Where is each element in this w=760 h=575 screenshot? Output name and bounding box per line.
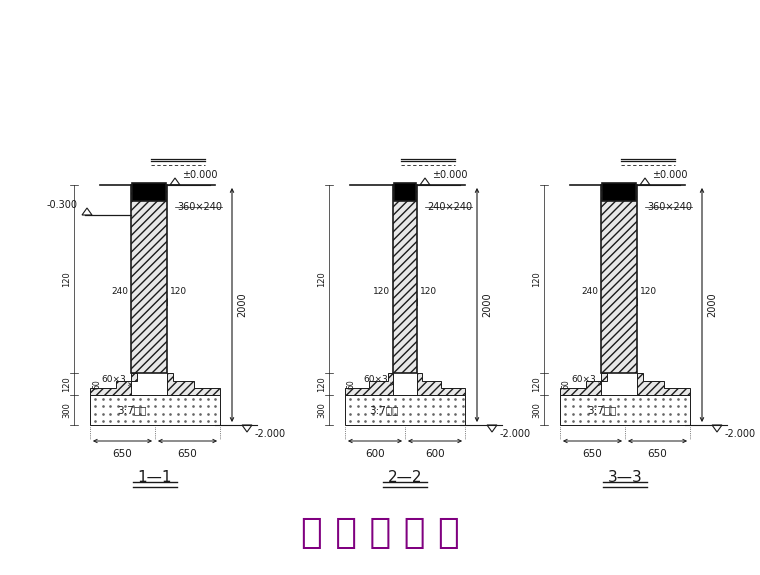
Text: 60×3: 60×3 (101, 375, 126, 384)
Polygon shape (90, 373, 137, 395)
Text: 3:7灰土: 3:7灰土 (587, 405, 617, 415)
Polygon shape (417, 373, 465, 395)
Bar (394, 183, 416, 201)
Text: 120: 120 (420, 287, 437, 296)
Bar (345, 395, 465, 425)
Polygon shape (637, 373, 690, 395)
Text: ±0.000: ±0.000 (182, 170, 217, 180)
Text: 1—1: 1—1 (138, 470, 173, 485)
Text: ±0.000: ±0.000 (432, 170, 467, 180)
Text: 3:7灰土: 3:7灰土 (118, 405, 147, 415)
Text: 2000: 2000 (237, 293, 247, 317)
Text: 120: 120 (170, 287, 187, 296)
Text: -0.300: -0.300 (47, 200, 78, 210)
Text: 60: 60 (92, 380, 101, 389)
Text: 120: 120 (373, 287, 390, 296)
Text: 300: 300 (318, 402, 327, 418)
Text: 2000: 2000 (482, 293, 492, 317)
Text: 60: 60 (347, 380, 356, 389)
Text: -2.000: -2.000 (725, 429, 756, 439)
Text: 360×240: 360×240 (647, 202, 692, 212)
Text: 120: 120 (318, 376, 327, 392)
Bar (132, 183, 166, 201)
Bar (131, 185, 167, 373)
Text: 240: 240 (581, 287, 598, 296)
Bar (560, 395, 690, 425)
Text: 650: 650 (178, 449, 198, 459)
Text: 600: 600 (366, 449, 385, 459)
Text: 120: 120 (640, 287, 657, 296)
Text: 300: 300 (533, 402, 541, 418)
Text: -2.000: -2.000 (500, 429, 531, 439)
Text: 240: 240 (111, 287, 128, 296)
Bar (601, 185, 637, 373)
Text: 650: 650 (583, 449, 603, 459)
Bar (602, 183, 636, 201)
Text: 120: 120 (533, 271, 541, 287)
Text: 240×240: 240×240 (427, 202, 472, 212)
Text: 650: 650 (112, 449, 132, 459)
Text: 3:7灰土: 3:7灰土 (369, 405, 399, 415)
Text: 120: 120 (62, 271, 71, 287)
Text: -2.000: -2.000 (255, 429, 286, 439)
Polygon shape (345, 373, 393, 395)
Text: 360×240: 360×240 (177, 202, 222, 212)
Bar (90, 395, 220, 425)
Polygon shape (167, 373, 220, 395)
Text: 60×3: 60×3 (363, 375, 388, 384)
Text: 600: 600 (425, 449, 445, 459)
Text: 120: 120 (318, 271, 327, 287)
Text: 120: 120 (533, 376, 541, 392)
Text: 650: 650 (648, 449, 667, 459)
Text: 120: 120 (62, 376, 71, 392)
Text: 2000: 2000 (707, 293, 717, 317)
Text: 3—3: 3—3 (608, 470, 642, 485)
Text: 300: 300 (62, 402, 71, 418)
Text: 60: 60 (562, 380, 571, 389)
Polygon shape (560, 373, 606, 395)
Bar (393, 185, 417, 373)
Text: ±0.000: ±0.000 (652, 170, 688, 180)
Text: 2—2: 2—2 (388, 470, 423, 485)
Text: 60×3: 60×3 (572, 375, 596, 384)
Text: 基 础 剖 面 图: 基 础 剖 面 图 (301, 516, 459, 550)
